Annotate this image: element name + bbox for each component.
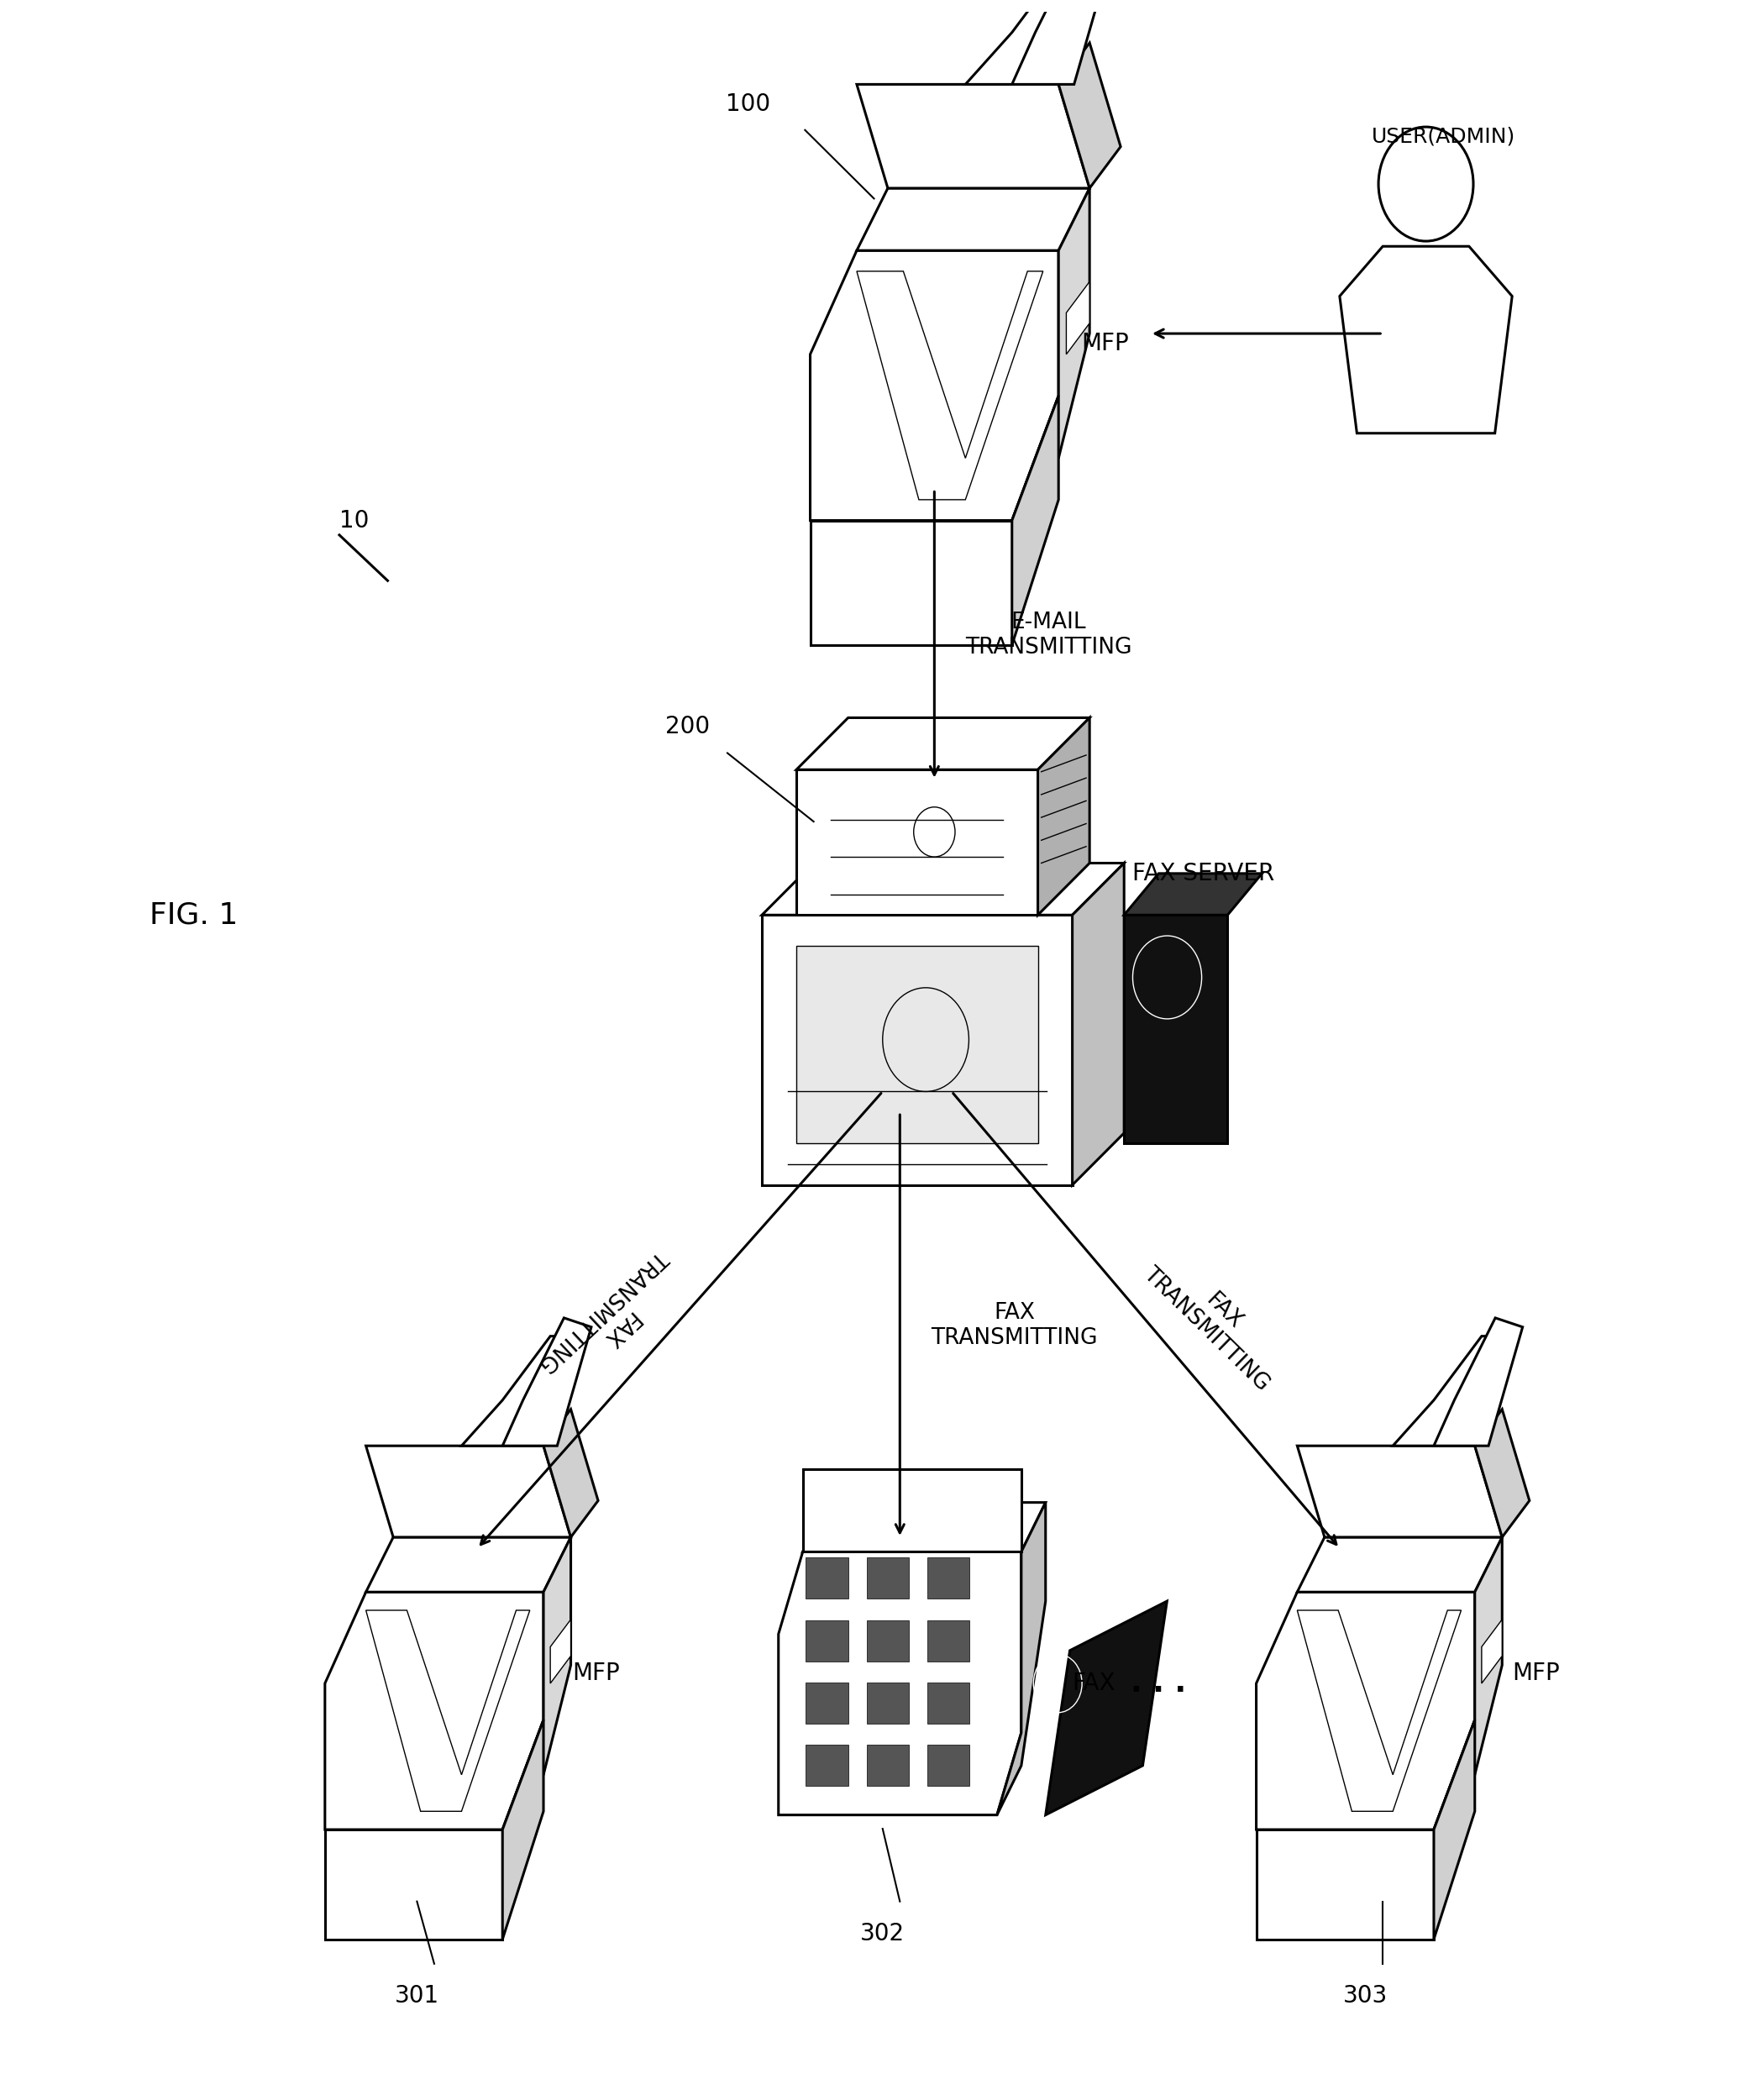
Polygon shape (365, 1611, 530, 1812)
Polygon shape (797, 718, 1089, 769)
Polygon shape (325, 1829, 502, 1938)
Polygon shape (778, 1552, 1021, 1814)
Polygon shape (1257, 1829, 1433, 1938)
Bar (806, 1745, 848, 1787)
Text: FAX
TRANSMITTING: FAX TRANSMITTING (932, 1302, 1098, 1348)
Circle shape (1379, 126, 1474, 242)
Polygon shape (965, 0, 1089, 84)
Polygon shape (802, 1502, 1045, 1552)
Bar (867, 1745, 909, 1787)
Polygon shape (1059, 42, 1120, 189)
Polygon shape (809, 521, 1012, 645)
Polygon shape (1433, 1720, 1475, 1938)
Bar (926, 1682, 970, 1724)
Text: E-MAIL
TRANSMITTING: E-MAIL TRANSMITTING (965, 611, 1133, 657)
Polygon shape (1297, 1537, 1502, 1592)
Polygon shape (1066, 281, 1089, 355)
Polygon shape (1433, 1537, 1502, 1829)
Polygon shape (857, 271, 1044, 500)
Text: 303: 303 (1342, 1984, 1388, 2008)
Bar (806, 1558, 848, 1598)
Text: FAX: FAX (1072, 1672, 1115, 1695)
Polygon shape (1012, 0, 1113, 84)
Text: 200: 200 (666, 714, 710, 739)
Polygon shape (325, 1592, 544, 1829)
Polygon shape (1393, 1336, 1502, 1445)
Bar (806, 1619, 848, 1661)
Polygon shape (502, 1537, 572, 1829)
Bar (926, 1745, 970, 1787)
Polygon shape (857, 84, 1089, 189)
Text: MFP: MFP (1080, 332, 1129, 355)
Polygon shape (1012, 189, 1089, 521)
Polygon shape (1482, 1619, 1502, 1684)
Text: FAX SERVER: FAX SERVER (1133, 861, 1274, 886)
Polygon shape (1045, 1600, 1168, 1814)
Polygon shape (1297, 1445, 1502, 1537)
Polygon shape (1038, 718, 1089, 916)
Polygon shape (762, 863, 1124, 916)
Polygon shape (461, 1336, 572, 1445)
Text: 301: 301 (395, 1984, 439, 2008)
Polygon shape (1124, 874, 1262, 916)
Polygon shape (1433, 1319, 1523, 1445)
Bar (867, 1558, 909, 1598)
Text: FAX
TRANSMITTING: FAX TRANSMITTING (535, 1245, 689, 1394)
Text: FIG. 1: FIG. 1 (150, 901, 238, 930)
Bar (867, 1619, 909, 1661)
Polygon shape (809, 250, 1059, 521)
Polygon shape (1297, 1611, 1461, 1812)
Bar (926, 1558, 970, 1598)
Text: MFP: MFP (1512, 1661, 1559, 1684)
Polygon shape (502, 1319, 591, 1445)
Bar (806, 1682, 848, 1724)
Polygon shape (544, 1409, 598, 1537)
Text: FAX
TRANSMITTING: FAX TRANSMITTING (1138, 1245, 1290, 1394)
Polygon shape (1072, 863, 1124, 1184)
Polygon shape (1339, 246, 1512, 433)
Text: 302: 302 (860, 1922, 905, 1947)
Polygon shape (1257, 1592, 1475, 1829)
Polygon shape (1012, 395, 1059, 645)
Polygon shape (365, 1445, 572, 1537)
Polygon shape (551, 1619, 572, 1684)
Polygon shape (797, 947, 1038, 1142)
Polygon shape (857, 189, 1089, 250)
Polygon shape (1475, 1409, 1530, 1537)
Bar (926, 1619, 970, 1661)
Text: USER(ADMIN): USER(ADMIN) (1370, 126, 1516, 147)
Text: 100: 100 (725, 92, 771, 116)
Polygon shape (365, 1537, 572, 1592)
Polygon shape (797, 769, 1038, 916)
Bar (867, 1682, 909, 1724)
Polygon shape (1124, 916, 1227, 1142)
Polygon shape (502, 1720, 544, 1938)
Text: . . .: . . . (1131, 1670, 1187, 1697)
Polygon shape (996, 1502, 1045, 1814)
Text: 10: 10 (339, 508, 369, 531)
Polygon shape (802, 1470, 1021, 1552)
Text: MFP: MFP (572, 1661, 621, 1684)
Polygon shape (762, 916, 1072, 1184)
